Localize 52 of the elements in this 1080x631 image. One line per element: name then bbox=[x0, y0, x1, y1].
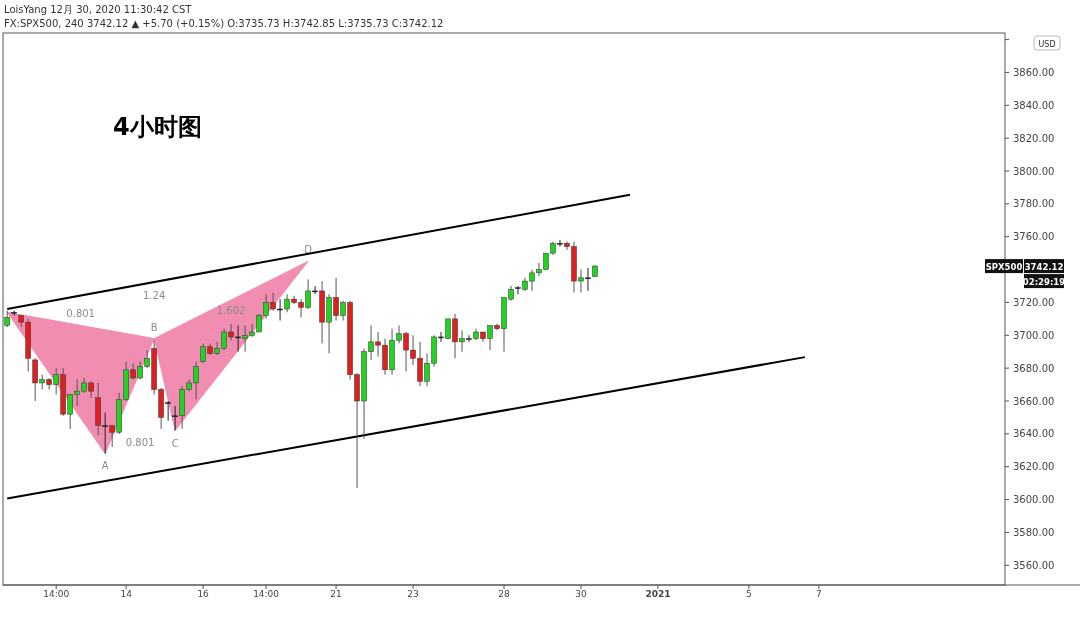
y-tick-label: 3640.00 bbox=[1013, 428, 1055, 440]
text: 4小时图 bbox=[113, 113, 202, 141]
x-tick-label: 16 bbox=[197, 589, 210, 599]
candlestick bbox=[102, 412, 108, 455]
x-tick-label: 14 bbox=[120, 589, 133, 599]
candlestick bbox=[172, 405, 178, 432]
candlestick bbox=[277, 298, 283, 321]
y-tick-label: 3700.00 bbox=[1013, 329, 1055, 341]
chart-subtitle: LoisYang 12月 30, 2020 11:30:42 CST bbox=[4, 4, 193, 15]
candlestick bbox=[235, 324, 241, 353]
y-tick-label: 3780.00 bbox=[1013, 198, 1055, 210]
y-tick-label: 3600.00 bbox=[1013, 494, 1055, 506]
annotation: 1.24 bbox=[143, 289, 166, 301]
annotation: C bbox=[171, 437, 179, 449]
y-tick-label: 3680.00 bbox=[1013, 362, 1055, 374]
y-tick-label: 3660.00 bbox=[1013, 395, 1055, 407]
y-tick-label: 3800.00 bbox=[1013, 165, 1055, 177]
candlestick bbox=[515, 285, 521, 295]
candlestick bbox=[466, 334, 472, 343]
text: USD bbox=[1038, 39, 1056, 49]
annotation: 1.602 bbox=[216, 304, 246, 316]
annotation: A bbox=[101, 459, 109, 471]
candlestick bbox=[557, 239, 563, 248]
annotation: B bbox=[150, 321, 158, 333]
x-tick-label: 14:00 bbox=[43, 589, 70, 599]
x-tick-label: 30 bbox=[575, 589, 587, 599]
text: 3742.12 bbox=[1024, 261, 1064, 272]
x-tick-label: 2021 bbox=[645, 589, 671, 599]
x-tick-label: 14:00 bbox=[253, 589, 280, 599]
candlestick bbox=[312, 285, 318, 295]
candlestick bbox=[165, 400, 171, 422]
y-tick-label: 3620.00 bbox=[1013, 461, 1055, 473]
text: 02:29:19 bbox=[1022, 276, 1066, 287]
candlestick bbox=[585, 267, 591, 292]
y-tick-label: 3860.00 bbox=[1013, 66, 1055, 78]
x-tick-label: 5 bbox=[746, 589, 752, 599]
y-tick-label: 3820.00 bbox=[1013, 132, 1055, 144]
annotation: 0.801 bbox=[125, 437, 155, 449]
annotation: D bbox=[304, 244, 313, 256]
x-tick-label: 21 bbox=[330, 589, 342, 599]
text: FX:SPX500, 240 3742.12 ▲ +5.70 (+0.15%) O:3735.73 H:3742.85 L:3735.73 C:3742.12 bbox=[4, 18, 444, 29]
annotation: SPX500 bbox=[985, 261, 1023, 272]
y-tick-label: 3560.00 bbox=[1013, 559, 1055, 571]
y-tick-label: 3580.00 bbox=[1013, 526, 1055, 538]
y-tick-label: 3760.00 bbox=[1013, 231, 1055, 243]
candlestick bbox=[438, 331, 444, 343]
x-tick-label: 28 bbox=[498, 589, 510, 599]
x-tick-label: 23 bbox=[407, 589, 419, 599]
y-tick-label: 3720.00 bbox=[1013, 296, 1055, 308]
y-tick-label: 3840.00 bbox=[1013, 99, 1055, 111]
annotation: 0.801 bbox=[66, 308, 95, 320]
x-tick-label: 7 bbox=[816, 589, 822, 599]
